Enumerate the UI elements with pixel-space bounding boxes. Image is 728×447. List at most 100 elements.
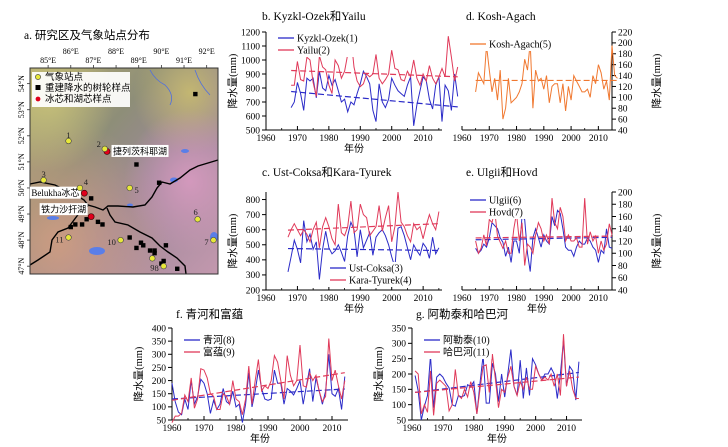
- trend-line: [415, 376, 579, 393]
- y-tick-label: 140: [618, 72, 633, 82]
- x-tick-label: 1990: [495, 424, 514, 434]
- y-tick-label: 180: [618, 50, 633, 60]
- y-tick-label: 500: [246, 126, 261, 136]
- chart-title: g. 阿勒泰和哈巴河: [416, 307, 508, 321]
- legend-label: 青河(8): [203, 334, 235, 347]
- x-tick-label: 1990: [259, 424, 278, 434]
- tree-ring-site-marker: [134, 162, 139, 167]
- tree-ring-site-marker: [175, 266, 180, 271]
- y-tick-label: 350: [392, 324, 407, 334]
- x-tick-label: 1980: [507, 294, 526, 304]
- x-tick-label: 1970: [480, 134, 499, 144]
- lake: [47, 216, 59, 220]
- y-tick-label: 100: [152, 403, 167, 413]
- y-tick-label: 40: [618, 286, 628, 296]
- station-number-label: 9: [150, 262, 154, 272]
- core-site-label: Belukha冰芯: [31, 187, 79, 198]
- x-axis-label: 年份: [344, 142, 364, 155]
- station-number-label: 1: [66, 130, 70, 140]
- legend-label: Hovd(7): [489, 208, 523, 219]
- x-tick-label: 2000: [526, 424, 545, 434]
- weather-station-marker: [76, 184, 83, 192]
- y-tick-label: 50: [157, 416, 167, 426]
- y-tick-label: 700: [246, 211, 261, 221]
- study-area-map-panel: a. 研究区及气象站点分布: [0, 0, 240, 447]
- weather-station-legend-icon: [35, 74, 41, 80]
- tree-ring-site-marker: [161, 258, 166, 264]
- chart-legend: Kosh-Agach(5): [468, 38, 554, 51]
- x-axis-label: 年份: [344, 302, 364, 315]
- map-svg: 85°E 86°E 87°E 88°E 89°E 90°E 91°E 92°E 54°N 53°N…: [17, 47, 219, 275]
- legend-label: Kosh-Agach(5): [489, 40, 551, 51]
- trend-line: [171, 388, 345, 400]
- x-tick-label: 1960: [257, 134, 276, 144]
- x-tick-label: 2010: [557, 424, 576, 434]
- trend-line: [287, 223, 439, 231]
- weather-station-marker: [210, 237, 217, 244]
- x-tick-label: 1980: [319, 134, 338, 144]
- weather-station-marker: [160, 263, 167, 270]
- y-tick-label: 200: [618, 188, 633, 198]
- x-tick-label: 2000: [382, 134, 401, 144]
- map-legend-label: 气象站点: [45, 71, 84, 83]
- x-tick-label: 1960: [257, 294, 276, 304]
- chart-legend: 青河(8)富蕴(9): [182, 334, 237, 359]
- station-number-label: 10: [107, 237, 116, 247]
- tree-ring-site-marker: [88, 196, 94, 201]
- station-number-label: 8: [155, 263, 159, 273]
- core-site-marker: [87, 213, 95, 220]
- y-tick-label: 1100: [241, 42, 260, 52]
- series-line-kyzklozek1: [290, 69, 459, 126]
- series-line-10: [414, 340, 580, 421]
- legend-label: 富蕴(9): [203, 346, 235, 359]
- x-tick-label: 1970: [480, 294, 499, 304]
- y-tick-label: 120: [618, 237, 633, 247]
- chart-title: d. Kosh-Agach: [466, 11, 536, 23]
- x-tick-label: 2000: [291, 424, 310, 434]
- trend-line: [287, 247, 439, 252]
- y-tick-label: 220: [618, 28, 633, 38]
- tree-ring-site-marker: [193, 91, 198, 97]
- lat-tick-label: 47°N: [17, 257, 26, 274]
- y-tick-label: 150: [152, 390, 167, 400]
- lon-tick-label: 91°E: [176, 56, 192, 65]
- x-tick-label: 1980: [227, 424, 246, 434]
- map-title: a. 研究区及气象站点分布: [24, 30, 150, 42]
- x-tick-label: 2010: [323, 424, 342, 434]
- lon-tick-label: 86°E: [63, 47, 79, 56]
- lat-tick-label: 53°N: [17, 101, 26, 118]
- y-tick-label: 600: [246, 226, 261, 236]
- weather-station-marker: [65, 234, 72, 241]
- lon-tick-label: 90°E: [153, 47, 169, 56]
- y-tick-label: 200: [152, 377, 167, 387]
- y-tick-label: 60: [618, 115, 628, 125]
- chart-c: c. Ust-Coksa和Kara-Tyurek 1960 1970 1980 1990…: [226, 166, 442, 315]
- x-tick-label: 1990: [351, 294, 370, 304]
- y-tick-label: 400: [152, 324, 167, 334]
- core-site-marker: [81, 189, 88, 197]
- y-tick-label: 600: [246, 112, 261, 122]
- x-tick-label: 1990: [534, 294, 553, 304]
- station-number-label: 7: [204, 237, 208, 247]
- lat-tick-label: 51°N: [17, 153, 26, 170]
- station-number-label: 3: [41, 169, 45, 179]
- x-tick-label: 1990: [351, 134, 370, 144]
- chart-title: b. Kyzkl-Ozek和Yailu: [262, 10, 366, 23]
- y-tick-label: 180: [618, 201, 633, 211]
- y-tick-label: 500: [246, 241, 261, 251]
- y-tick-label: 400: [246, 256, 261, 266]
- x-tick-label: 2010: [589, 294, 608, 304]
- lon-tick-label: 85°E: [40, 56, 56, 65]
- y-tick-label: 120: [618, 83, 633, 93]
- map-legend-label: 重建降水的树轮样点: [45, 82, 131, 94]
- lon-tick-label: 88°E: [108, 47, 124, 56]
- legend-label: Ust-Coksa(3): [349, 264, 403, 275]
- legend-label: 哈巴河(11): [443, 346, 489, 359]
- tree-ring-site-marker: [147, 248, 153, 253]
- x-tick-label: 1980: [319, 294, 338, 304]
- y-tick-label: 250: [152, 364, 167, 374]
- weather-station-marker: [149, 255, 156, 262]
- map-legend-label: 冰芯和湖芯样点: [45, 93, 112, 105]
- y-tick-label: 40: [618, 126, 628, 136]
